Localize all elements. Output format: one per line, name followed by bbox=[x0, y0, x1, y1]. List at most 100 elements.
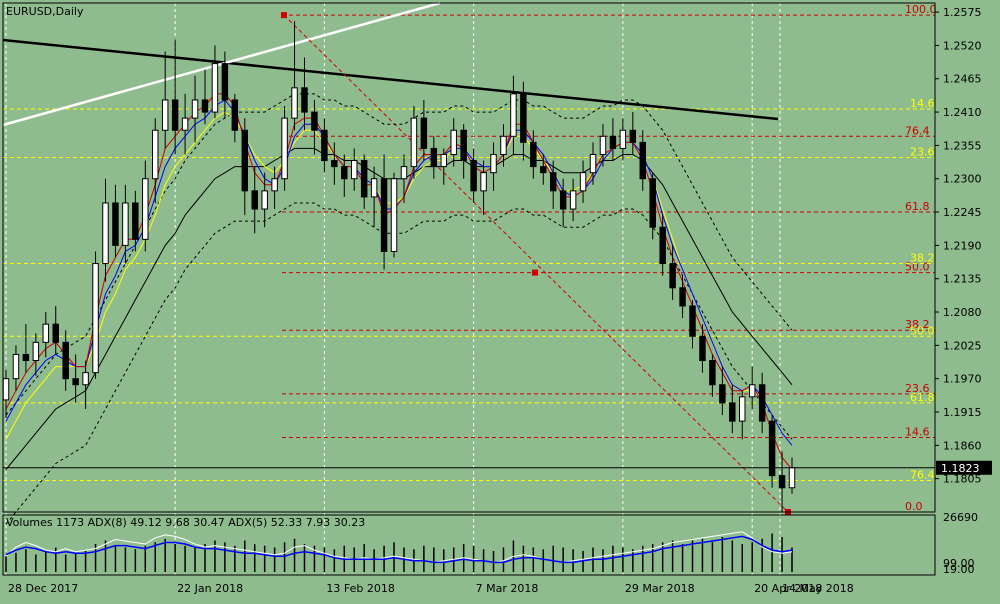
y-tick-label: 1.2080 bbox=[943, 306, 982, 319]
candle-body bbox=[142, 178, 149, 240]
indicator-y-tick: 99.00 bbox=[943, 557, 975, 570]
y-tick-label: 1.2465 bbox=[943, 73, 982, 86]
candle-body bbox=[350, 160, 358, 180]
fibo-yellow-label: 50.0 bbox=[910, 324, 935, 337]
fibo-yellow-label: 38.2 bbox=[910, 252, 935, 265]
candle-body bbox=[231, 99, 239, 131]
fibo-diagonal-line bbox=[283, 14, 789, 513]
fibonacci-levels: 100.076.461.850.038.223.614.60.014.623.6… bbox=[3, 3, 937, 513]
candle-body bbox=[649, 178, 656, 228]
x-tick-label: 7 Mar 2018 bbox=[476, 582, 539, 595]
y-tick-label: 1.1915 bbox=[943, 406, 982, 419]
fibo-red-label: 61.8 bbox=[905, 200, 930, 213]
candle-body bbox=[181, 117, 189, 131]
candle-body bbox=[2, 378, 10, 401]
candle-body bbox=[42, 323, 50, 343]
fibo-anchor-mid bbox=[532, 269, 538, 276]
x-tick-label: 13 Feb 2018 bbox=[326, 582, 394, 595]
candle-body bbox=[321, 129, 328, 162]
chart-title: EURUSD,Daily bbox=[6, 5, 84, 18]
candle-body bbox=[132, 202, 139, 240]
ma-black-line bbox=[5, 147, 793, 470]
candle-body bbox=[410, 117, 418, 168]
x-tick-label: 28 Dec 2017 bbox=[8, 582, 78, 595]
candle-body bbox=[52, 323, 59, 343]
candle-body bbox=[32, 341, 40, 362]
candle-body bbox=[569, 190, 577, 210]
y-tick-label: 1.2025 bbox=[943, 339, 982, 352]
candle-body bbox=[579, 172, 587, 192]
candle-body bbox=[341, 166, 348, 180]
candle-body bbox=[709, 360, 716, 386]
moving-averages bbox=[5, 93, 793, 525]
candle-body bbox=[778, 475, 786, 489]
candle-body bbox=[221, 63, 229, 101]
grid-lines bbox=[5, 3, 781, 575]
y-tick-label: 1.1805 bbox=[943, 473, 982, 486]
y-tick-label: 1.2410 bbox=[943, 106, 982, 119]
indicator-label: Volumes 1173 ADX(8) 49.12 9.68 30.47 ADX… bbox=[6, 516, 365, 529]
candle-body bbox=[191, 99, 199, 119]
y-tick-label: 1.2355 bbox=[943, 139, 982, 152]
candle-body bbox=[669, 263, 676, 289]
candle-body bbox=[82, 372, 89, 386]
candle-body bbox=[480, 172, 487, 192]
candle-body bbox=[470, 160, 477, 192]
candle-body bbox=[549, 172, 557, 192]
fibo-red-label: 38.2 bbox=[905, 318, 930, 331]
candle-body bbox=[719, 384, 726, 404]
candle-body bbox=[679, 287, 686, 307]
candlesticks bbox=[2, 21, 796, 512]
candle-body bbox=[440, 153, 448, 168]
candle-body bbox=[261, 190, 268, 210]
candle-body bbox=[729, 402, 736, 422]
candle-body bbox=[62, 341, 69, 380]
lower-envelope bbox=[5, 202, 793, 525]
candle-body bbox=[559, 190, 567, 210]
candle-body bbox=[460, 129, 467, 162]
x-tick-label: 29 Mar 2018 bbox=[625, 582, 695, 595]
y-tick-label: 1.2520 bbox=[943, 39, 982, 52]
x-tick-label: 22 Jan 2018 bbox=[177, 582, 243, 595]
candle-body bbox=[689, 305, 696, 337]
fibo-anchor-top bbox=[281, 12, 287, 19]
candle-body bbox=[659, 226, 666, 265]
candle-body bbox=[758, 384, 766, 422]
candle-body bbox=[102, 202, 109, 265]
y-tick-label: 1.2300 bbox=[943, 173, 982, 186]
candle-body bbox=[510, 93, 517, 137]
fibo-red-label: 14.6 bbox=[905, 425, 930, 438]
candle-body bbox=[599, 135, 607, 155]
fibo-red-label: 76.4 bbox=[905, 124, 930, 137]
candle-body bbox=[609, 135, 617, 149]
fibo-red-label: 0.0 bbox=[905, 500, 923, 513]
x-tick-label: 14 May 2018 bbox=[782, 582, 854, 595]
candle-body bbox=[311, 111, 318, 131]
candle-body bbox=[370, 178, 378, 198]
y-tick-label: 1.1860 bbox=[943, 439, 982, 452]
y-tick-label: 1.2575 bbox=[943, 6, 982, 19]
candle-body bbox=[271, 178, 278, 192]
x-tick-label: 20 Apr 2018 bbox=[754, 582, 822, 595]
current-price-label: 1.1823 bbox=[941, 462, 980, 475]
candle-body bbox=[161, 99, 169, 131]
candle-body bbox=[112, 202, 119, 246]
candle-body bbox=[301, 87, 308, 113]
candle-body bbox=[331, 160, 338, 168]
candle-body bbox=[171, 99, 179, 131]
candle-body bbox=[520, 93, 527, 143]
upper-envelope bbox=[5, 93, 793, 416]
indicator-y-tick: 26690 bbox=[943, 511, 978, 524]
y-tick-label: 1.2245 bbox=[943, 206, 982, 219]
ma-yellow-line bbox=[5, 111, 793, 446]
candle-body bbox=[291, 87, 298, 119]
candle-body bbox=[122, 202, 129, 246]
trend-lines bbox=[2, 1, 791, 515]
candle-body bbox=[92, 263, 99, 374]
candle-body bbox=[400, 166, 408, 180]
fibo-yellow-label: 61.8 bbox=[910, 391, 935, 404]
candle-body bbox=[629, 129, 637, 143]
